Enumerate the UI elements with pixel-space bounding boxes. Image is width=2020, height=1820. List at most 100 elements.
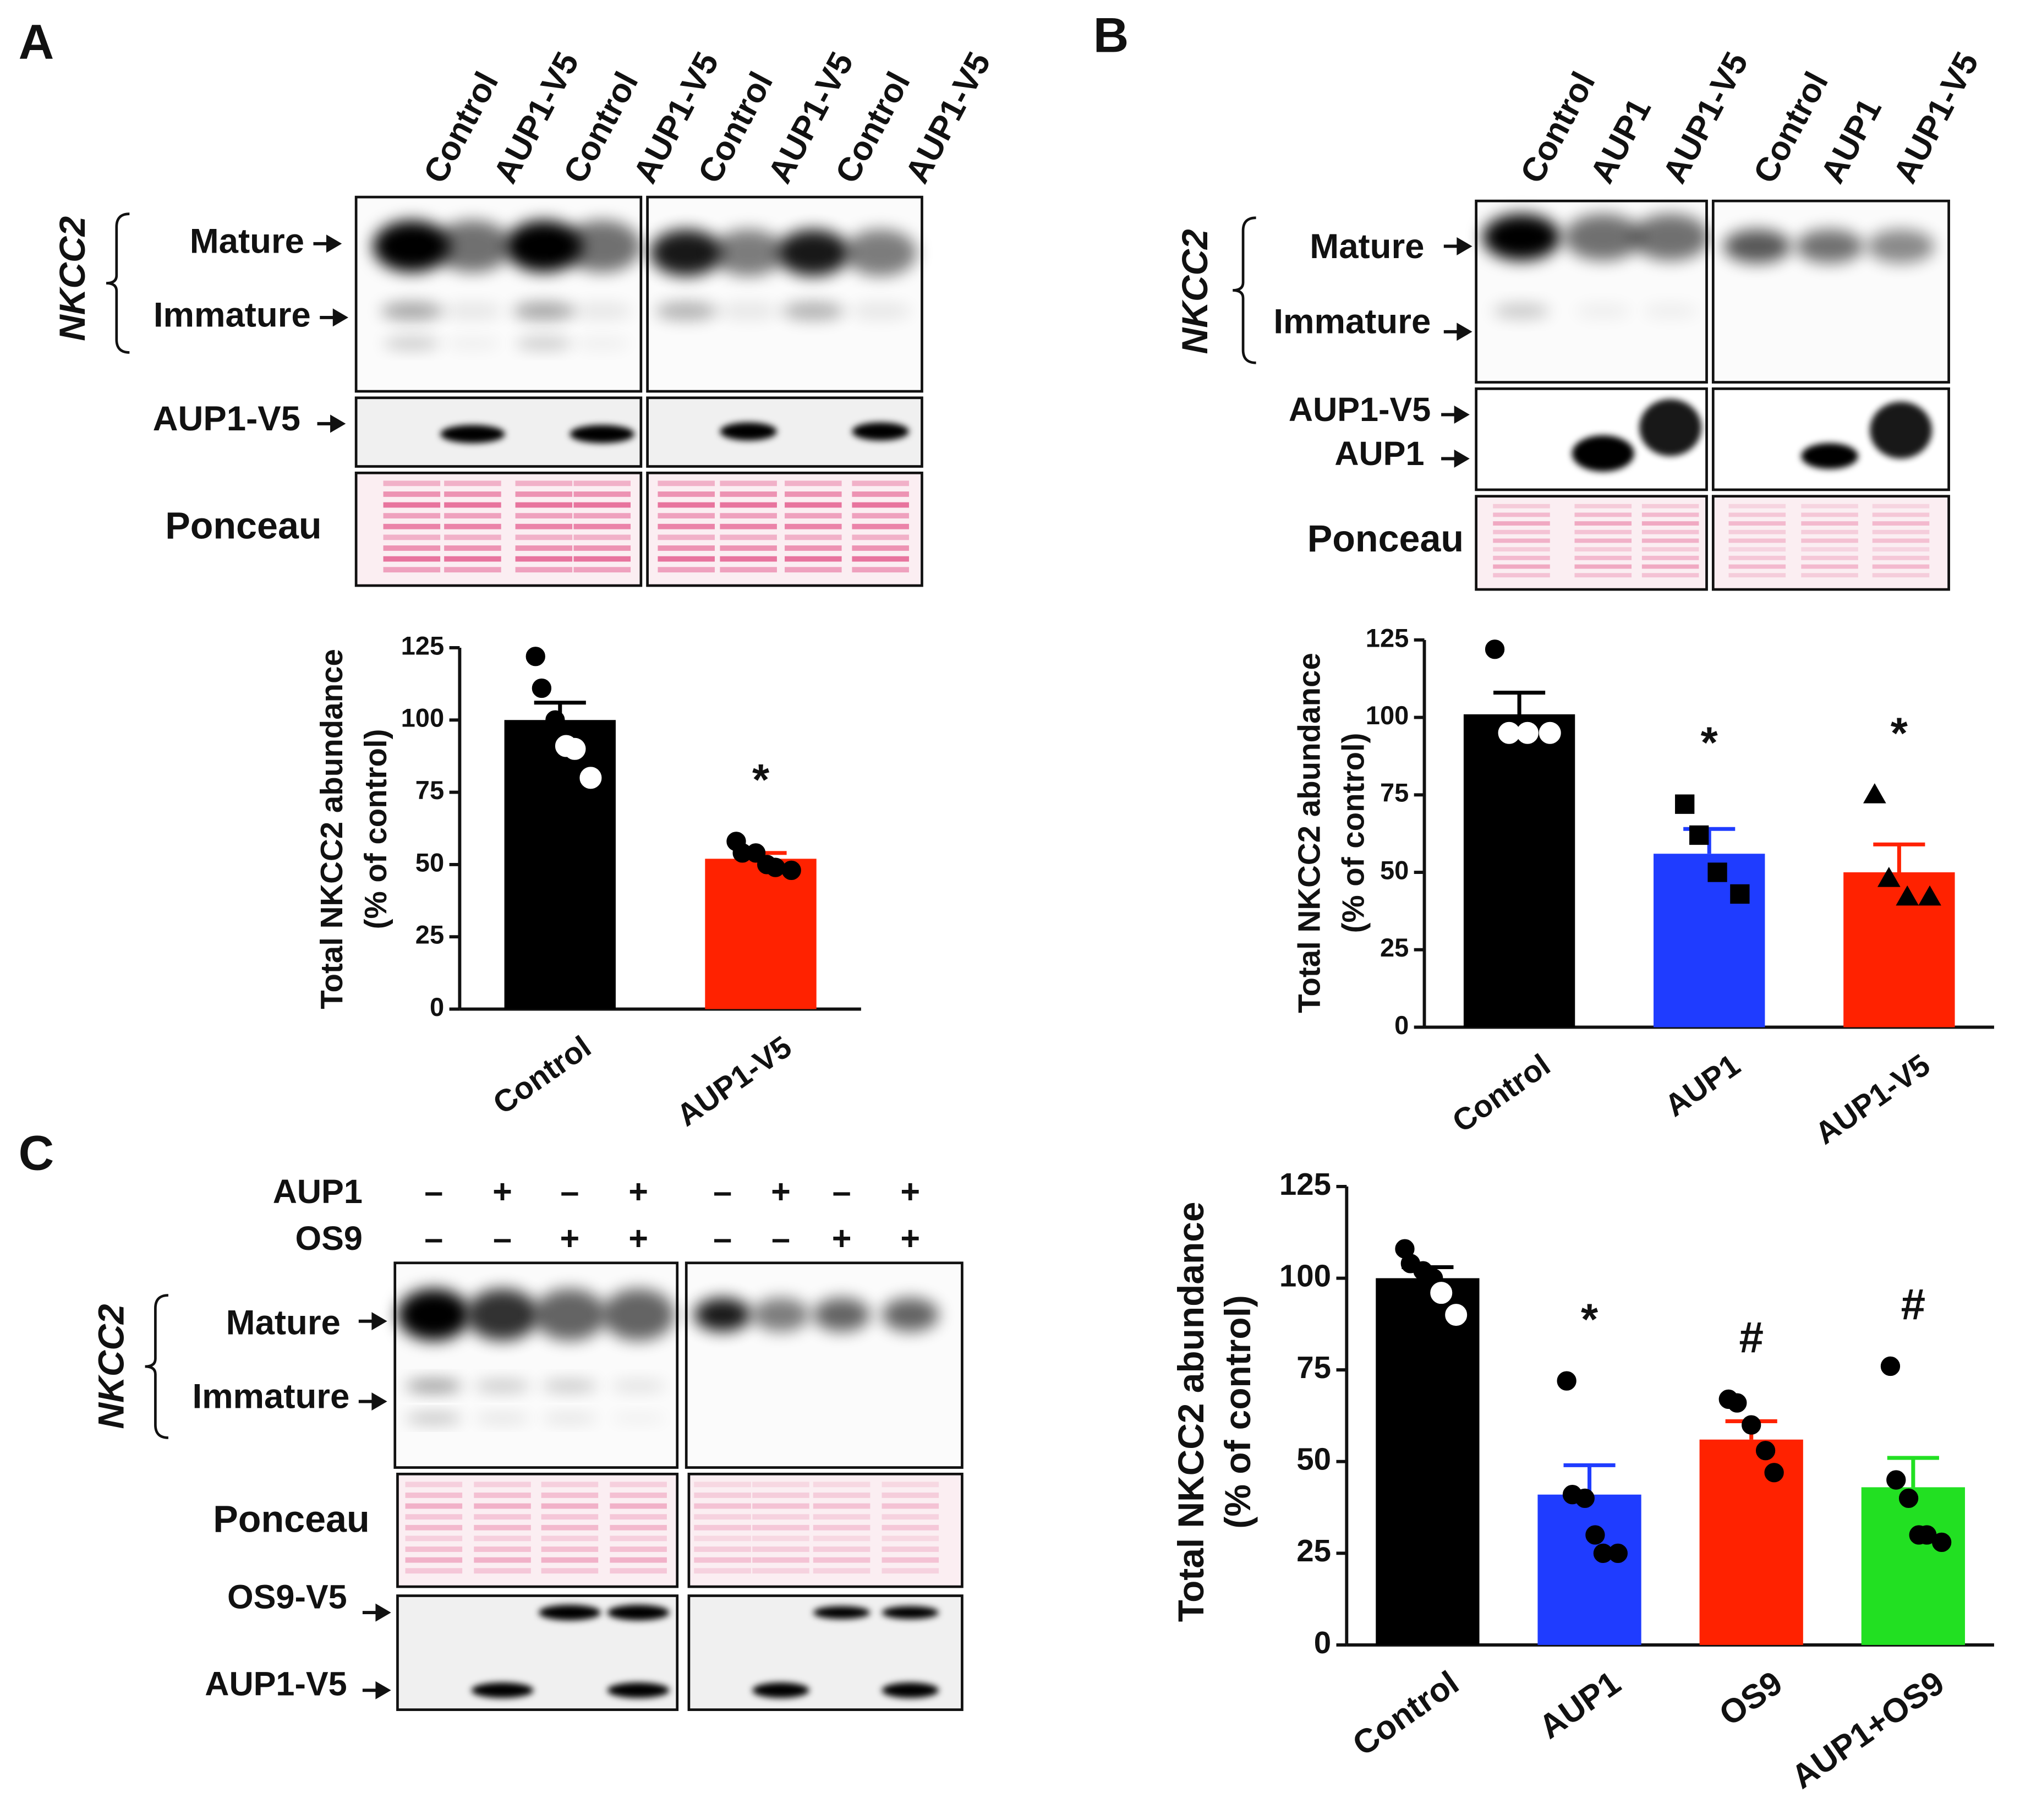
ponceau-stripe [694, 1493, 751, 1498]
blot-band [1482, 214, 1561, 261]
ponceau-stripe [444, 556, 501, 562]
blot-band [1632, 214, 1710, 261]
ponceau-stripe [1641, 538, 1699, 543]
ponceau-stripe [694, 1568, 751, 1574]
ponceau-stripe [1801, 504, 1858, 509]
annotation: * [1891, 709, 1908, 758]
x-tick-label: AUP1+OS9 [1784, 1664, 1951, 1796]
ponceau-stripe [752, 1493, 809, 1498]
blot-band [610, 1379, 667, 1393]
ponceau-stripe [1728, 564, 1786, 569]
blot-band [505, 220, 583, 272]
bar [705, 859, 817, 1009]
blot-band [405, 1413, 463, 1424]
label: Mature [1310, 227, 1424, 266]
ponceau-stripe [785, 480, 842, 487]
y-tick-label: 75 [1380, 778, 1409, 807]
data-point [1880, 1356, 1901, 1376]
annotation: * [752, 755, 770, 804]
arrow-head [1454, 449, 1470, 468]
group-label: NKCC2 [90, 1304, 131, 1429]
label: AUP1-V5 [205, 1665, 347, 1702]
data-point [781, 860, 801, 881]
ponceau-stripe [1728, 512, 1786, 517]
y-tick-label: 75 [415, 775, 444, 805]
arrow-head [326, 234, 342, 253]
label: AUP1 [273, 1173, 363, 1210]
ponceau-stripe [882, 1482, 939, 1488]
ponceau-stripe [474, 1568, 531, 1574]
ponceau-stripe [720, 534, 777, 540]
data-point [1689, 825, 1709, 845]
sign: – [493, 1220, 512, 1257]
ponceau-stripe [541, 1503, 599, 1509]
label: AUP1 [1334, 435, 1424, 472]
ponceau-stripe [383, 567, 441, 573]
blot-band [383, 337, 441, 350]
ponceau-stripe [1801, 555, 1858, 560]
ponceau-stripe [1728, 521, 1786, 526]
ponceau [687, 1472, 964, 1588]
lane-label: AUP1 [1583, 92, 1658, 189]
blot-band [533, 1288, 606, 1341]
ponceau-stripe [541, 1546, 599, 1552]
sign: + [492, 1173, 512, 1210]
data-point [1575, 1488, 1595, 1509]
ponceau-stripe [610, 1546, 667, 1552]
ponceau-stripe [852, 502, 909, 508]
data-point [1886, 1470, 1906, 1490]
ponceau-stripe [610, 1493, 667, 1498]
ponceau-stripe [541, 1493, 599, 1498]
blot [646, 195, 923, 393]
blot-band [570, 425, 635, 444]
ponceau-stripe [1641, 547, 1699, 552]
lane-label: AUP1-V5 [898, 46, 998, 189]
ponceau-stripe [573, 502, 631, 508]
label: AUP1-V5 [1289, 391, 1431, 428]
ponceau-stripe [694, 1503, 751, 1509]
blot-band [752, 1298, 809, 1332]
ponceau-stripe [383, 545, 441, 551]
data-point [1896, 885, 1919, 906]
ponceau-stripe [785, 523, 842, 529]
ponceau-stripe [1872, 564, 1930, 569]
ponceau-stripe [694, 1546, 751, 1552]
blot-band [776, 229, 850, 276]
ponceau-stripe [1872, 547, 1930, 552]
blot-band [405, 1379, 463, 1393]
ponceau-stripe [573, 480, 631, 487]
brace [106, 212, 130, 354]
ponceau-stripe [785, 502, 842, 508]
ponceau-stripe [1728, 547, 1786, 552]
ponceau-stripe [610, 1482, 667, 1488]
ponceau [1475, 495, 1708, 591]
group-label: NKCC2 [1174, 229, 1215, 354]
blot-band [610, 1413, 667, 1424]
ponceau-stripe [383, 534, 441, 540]
annotation: * [1701, 718, 1718, 767]
ponceau-stripe [813, 1514, 871, 1520]
brace [1233, 216, 1256, 364]
sign: – [560, 1173, 579, 1210]
ponceau-stripe [1493, 573, 1550, 578]
ponceau-stripe [515, 534, 573, 540]
blot-band [1572, 435, 1634, 472]
ponceau-stripe [813, 1524, 871, 1531]
ponceau-stripe [1801, 573, 1858, 578]
x-tick-label: Control [1446, 1047, 1557, 1139]
ponceau-stripe [405, 1535, 463, 1542]
brace [145, 1294, 169, 1439]
blot-band [1795, 229, 1864, 264]
ponceau-stripe [658, 534, 715, 540]
ponceau-stripe [658, 556, 715, 562]
blot-band [813, 1298, 871, 1332]
ponceau-stripe [444, 523, 501, 529]
blot-band [655, 302, 718, 320]
arrow-head [330, 414, 346, 433]
ponceau-stripe [474, 1482, 531, 1488]
ponceau-stripe [852, 567, 909, 573]
x-tick-label: OS9 [1712, 1664, 1789, 1733]
ponceau-stripe [785, 513, 842, 519]
ponceau-stripe [1801, 512, 1858, 517]
ponceau-stripe [1493, 547, 1550, 552]
